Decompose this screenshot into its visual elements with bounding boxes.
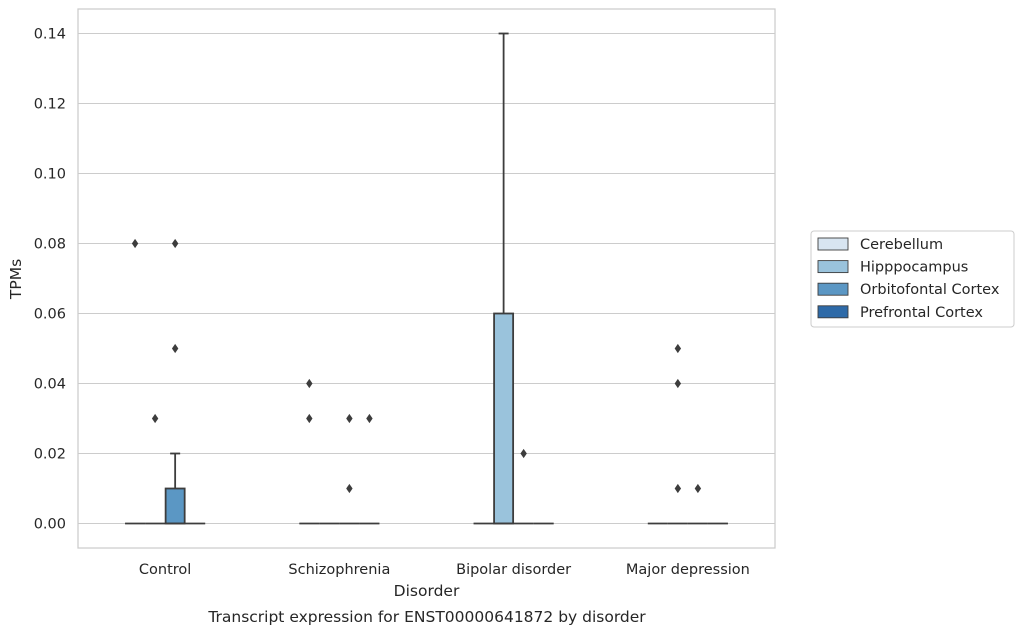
y-tick-label: 0.02 bbox=[34, 447, 66, 463]
y-tick-label: 0.04 bbox=[34, 377, 66, 393]
outlier-point bbox=[366, 413, 373, 424]
x-tick-label: Major depression bbox=[626, 562, 750, 578]
legend-swatch bbox=[817, 282, 849, 296]
legend-label: Hipppocampus bbox=[860, 260, 968, 276]
outlier-point bbox=[346, 413, 353, 424]
legend-label: Orbitofontal Cortex bbox=[860, 282, 1000, 298]
outlier-point bbox=[346, 483, 353, 494]
legend-label: Prefrontal Cortex bbox=[860, 305, 983, 321]
box-0-2 bbox=[164, 238, 186, 525]
outlier-point bbox=[674, 483, 682, 494]
outlier-point bbox=[151, 413, 159, 424]
y-tick-labels: 0.00 0.02 0.04 0.06 0.08 0.10 0.12 0.14 bbox=[34, 27, 66, 533]
x-tick-label: Bipolar disorder bbox=[456, 562, 571, 578]
legend-frame bbox=[810, 230, 1015, 328]
box-1-0 bbox=[299, 378, 320, 525]
y-gridlines bbox=[78, 32, 775, 525]
outlier-point bbox=[674, 378, 682, 389]
box-2-2 bbox=[513, 448, 534, 525]
legend-swatch bbox=[817, 305, 849, 319]
outlier-point bbox=[306, 378, 313, 389]
x-tick-label: Control bbox=[139, 562, 191, 578]
x-tick-label: Schizophrenia bbox=[288, 562, 390, 578]
plot-area bbox=[78, 9, 775, 548]
x-axis-label: Disorder bbox=[394, 582, 460, 600]
box-body bbox=[493, 312, 515, 525]
box-series bbox=[125, 32, 728, 525]
y-tick-label: 0.10 bbox=[34, 167, 66, 183]
y-axis-label: TPMs bbox=[7, 259, 25, 300]
y-tick-label: 0.12 bbox=[34, 97, 66, 113]
box-1-3 bbox=[359, 413, 380, 525]
outlier-point bbox=[694, 483, 702, 494]
legend-swatch bbox=[817, 260, 849, 274]
y-tick-label: 0.00 bbox=[34, 517, 66, 533]
y-tick-label: 0.14 bbox=[34, 27, 66, 43]
legend-swatch bbox=[817, 237, 849, 251]
box-0-0 bbox=[125, 238, 146, 525]
outlier-point bbox=[674, 343, 682, 354]
legend: Cerebellum Hipppocampus Orbitofontal Corte… bbox=[810, 230, 1015, 328]
y-tick-label: 0.06 bbox=[34, 307, 66, 323]
box-3-1 bbox=[667, 343, 688, 525]
legend-label: Cerebellum bbox=[860, 237, 943, 253]
x-tick-labels: Control Schizophrenia Bipolar disorder Majo… bbox=[139, 562, 750, 578]
outlier-point bbox=[171, 238, 179, 249]
outlier-point bbox=[520, 448, 527, 459]
box-0-1 bbox=[145, 413, 166, 525]
box-3-2 bbox=[687, 483, 708, 525]
chart-caption: Transcript expression for ENST0000064187… bbox=[207, 608, 646, 626]
box-2-1 bbox=[493, 32, 515, 525]
outlier-point bbox=[306, 413, 313, 424]
y-tick-label: 0.08 bbox=[34, 237, 66, 253]
box-1-2 bbox=[339, 413, 360, 525]
box-body bbox=[164, 487, 186, 525]
outlier-point bbox=[131, 238, 139, 249]
plot-frame bbox=[77, 8, 776, 549]
outlier-point bbox=[171, 343, 179, 354]
